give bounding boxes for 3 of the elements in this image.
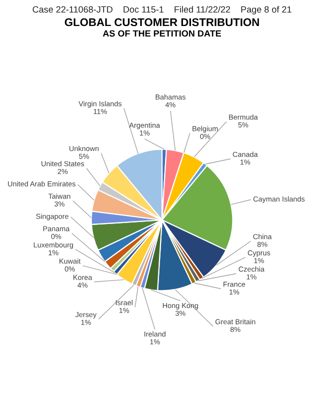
text: Case 22-11068-JTD Doc 115-1 Filed 11/22/22 Page 8 of 21 xyxy=(32,6,292,14)
chart-title: GLOBAL CUSTOMER DISTRIBUTION xyxy=(64,18,259,26)
chart-subtitle: AS OF THE PETITION DATE xyxy=(102,30,221,37)
